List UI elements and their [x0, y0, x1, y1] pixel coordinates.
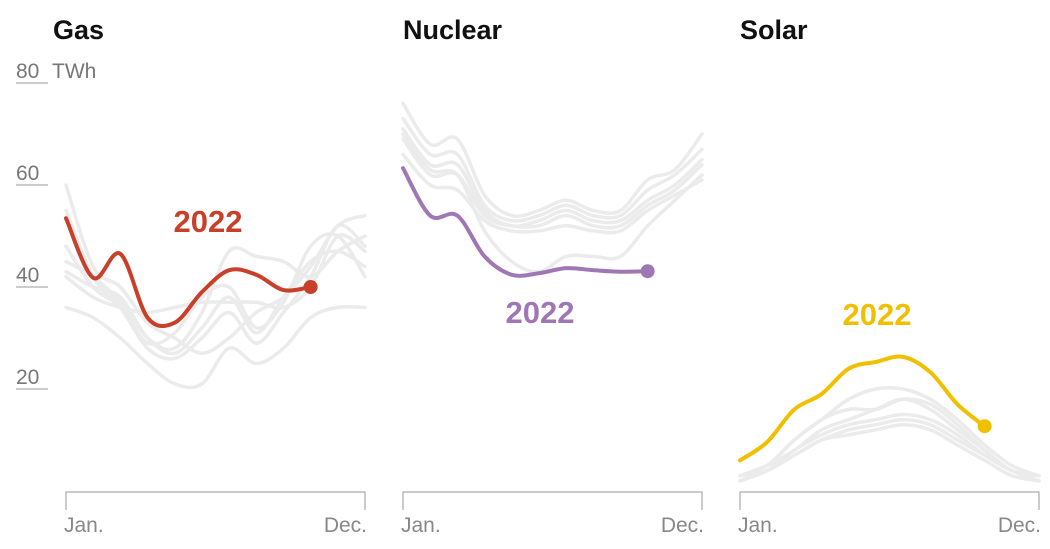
history-line-prior-6: [401, 132, 704, 274]
highlight-label: 2022: [506, 295, 575, 330]
panel-title: Solar: [740, 15, 808, 45]
history-line-prior-3: [401, 127, 704, 228]
panel-gas: Gas 2022 Jan. Dec.: [53, 15, 367, 537]
highlight-line-2022: [64, 216, 313, 329]
highlight-endpoint: [640, 264, 655, 279]
highlight-endpoint: [977, 419, 992, 434]
panel-nuclear: Nuclear 2022 Jan. Dec.: [401, 15, 704, 537]
panel-solar: Solar 2022 Jan. Dec.: [738, 15, 1041, 537]
panel-title: Nuclear: [403, 15, 503, 45]
x-tick-label-start: Jan.: [738, 514, 778, 537]
y-tick-label: 60: [16, 162, 39, 185]
x-axis: [739, 491, 1040, 510]
x-tick-label-start: Jan.: [64, 514, 104, 537]
history-line-prior-2: [401, 116, 704, 223]
history-line-prior-3: [64, 304, 367, 390]
history-line-prior-5: [401, 152, 704, 235]
history-line-prior-6: [738, 422, 1041, 483]
history-line-prior-4: [64, 249, 367, 356]
y-tick-label: 20: [16, 366, 39, 389]
y-unit-label: TWh: [52, 60, 96, 83]
x-tick-label-start: Jan.: [401, 514, 441, 537]
panel-title: Gas: [53, 15, 104, 45]
highlight-line-2022: [738, 354, 987, 463]
history-line-prior-7: [64, 232, 367, 347]
highlight-label: 2022: [174, 204, 243, 239]
history-line-prior-1: [64, 183, 367, 356]
y-tick-label: 80: [16, 60, 39, 83]
y-tick-label: 40: [16, 264, 39, 287]
highlight-label: 2022: [843, 297, 912, 332]
highlight-endpoint: [303, 280, 318, 294]
x-tick-label-end: Dec.: [661, 514, 704, 537]
x-axis: [402, 491, 703, 510]
x-axis: [65, 491, 366, 510]
history-line-prior-1: [401, 101, 704, 218]
x-tick-label-end: Dec.: [998, 514, 1041, 537]
x-tick-label-end: Dec.: [324, 514, 367, 537]
highlight-line-2022: [401, 166, 650, 278]
